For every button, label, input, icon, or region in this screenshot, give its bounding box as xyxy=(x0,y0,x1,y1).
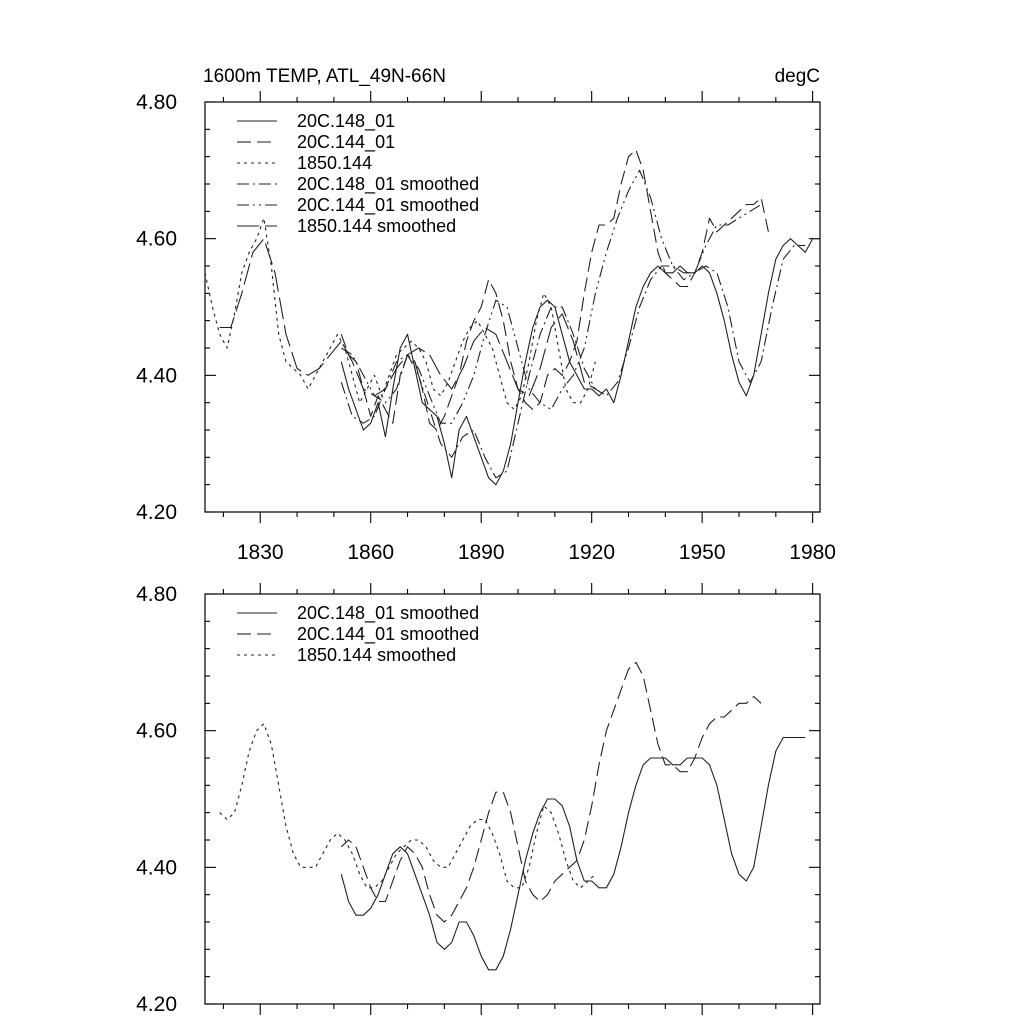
bottom-legend-label: 20C.148_01 smoothed xyxy=(297,603,479,624)
top-legend-label: 20C.144_01 xyxy=(297,132,395,153)
bottom-legend-label: 1850.144 smoothed xyxy=(297,645,456,665)
bottom-y-tick-label: 4.80 xyxy=(136,583,177,606)
chart-title: 1600m TEMP, ATL_49N-66N xyxy=(203,66,446,87)
top-legend-label: 1850.144 xyxy=(297,153,372,173)
top-y-tick-label: 4.60 xyxy=(136,228,177,251)
top-series-1850-144-smoothed xyxy=(219,238,596,397)
top-legend-label: 20C.144_01 smoothed xyxy=(297,195,479,216)
top-legend-label: 20C.148_01 smoothed xyxy=(297,174,479,195)
bottom-y-tick-label: 4.20 xyxy=(136,993,177,1016)
top-legend-label: 20C.148_01 xyxy=(297,111,395,132)
top-y-tick-label: 4.80 xyxy=(136,91,177,114)
bottom-y-tick-label: 4.60 xyxy=(136,720,177,743)
bottom-series-1850-144-smoothed xyxy=(219,723,596,889)
top-x-tick-label: 1830 xyxy=(237,541,284,564)
top-plot-frame xyxy=(204,101,821,513)
top-x-tick-label: 1950 xyxy=(679,541,726,564)
bottom-series-20c-144-01-smoothed xyxy=(340,661,762,923)
top-panel: 4.20 4.40 4.60 4.80 1830 1860 1890 1920 1950 198… xyxy=(136,91,836,564)
bottom-y-tick-labels: 4.20 4.40 4.60 4.80 xyxy=(136,583,177,1016)
top-x-tick-label: 1890 xyxy=(458,541,505,564)
bottom-plot-frame xyxy=(204,593,821,1005)
top-series-20c-144-01 xyxy=(340,149,769,431)
top-legend-label: 1850.144 smoothed xyxy=(297,216,456,236)
bottom-series-layer xyxy=(219,661,806,971)
top-y-tick-label: 4.40 xyxy=(136,364,177,387)
units-label: degC xyxy=(775,66,820,87)
top-x-tick-label: 1860 xyxy=(347,541,394,564)
top-x-tick-label: 1980 xyxy=(789,541,836,564)
top-y-tick-label: 4.20 xyxy=(136,501,177,524)
top-x-tick-label: 1920 xyxy=(568,541,615,564)
bottom-legend-label: 20C.144_01 smoothed xyxy=(297,624,479,645)
bottom-y-tick-label: 4.40 xyxy=(136,856,177,879)
top-series-1850-144 xyxy=(204,217,596,411)
top-y-tick-labels: 4.20 4.40 4.60 4.80 xyxy=(136,91,177,524)
top-series-20c-148-01 xyxy=(340,238,820,486)
top-series-20c-148-01-smoothed xyxy=(340,244,806,479)
bottom-axis-ticks xyxy=(205,583,820,1015)
top-x-tick-labels: 1830 1860 1890 1920 1950 1980 xyxy=(237,541,836,564)
bottom-panel: 4.20 4.40 4.60 4.80 20C.148_01 smoothed20C.… xyxy=(136,583,821,1016)
top-series-layer xyxy=(204,149,820,486)
bottom-series-20c-148-01-smoothed xyxy=(340,736,806,971)
